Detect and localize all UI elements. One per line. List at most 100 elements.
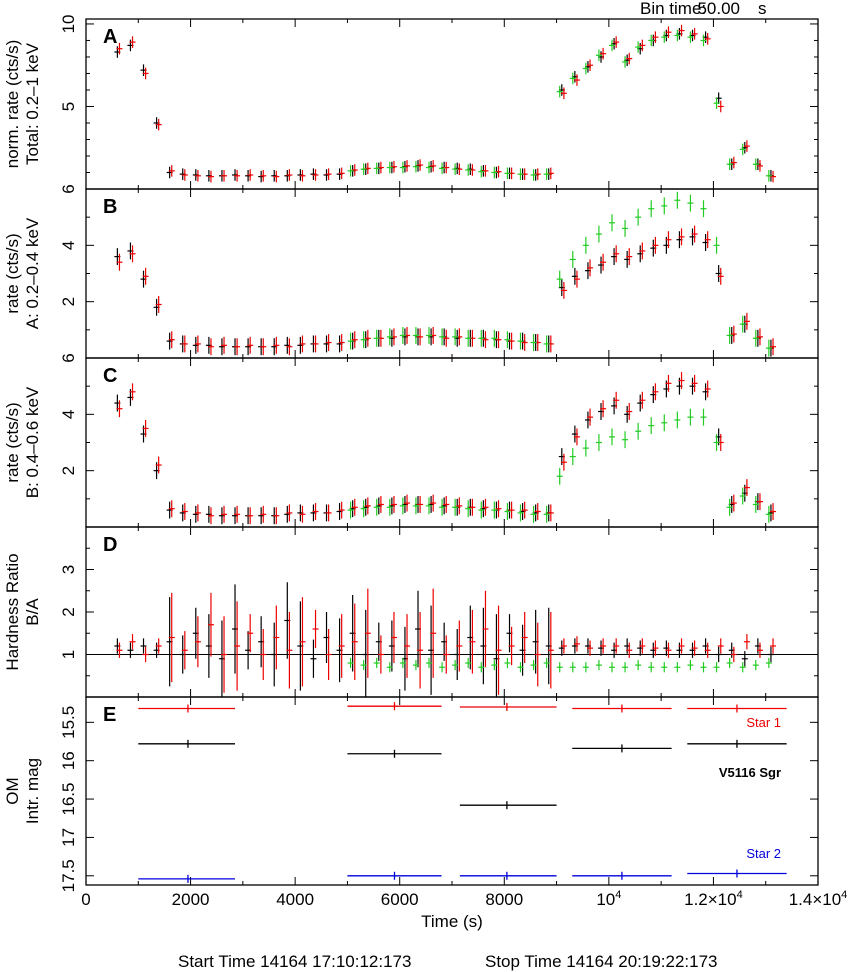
data-point <box>556 270 563 288</box>
y-tick-label: 4 <box>59 410 78 419</box>
data-point <box>181 335 188 353</box>
data-point <box>491 660 498 671</box>
x-tick-exponent: 4 <box>615 889 621 901</box>
data-point <box>765 339 772 357</box>
data-point <box>299 170 306 182</box>
data-point <box>543 168 550 180</box>
data-point <box>752 660 759 671</box>
data-point <box>351 331 358 349</box>
om-point <box>459 801 557 810</box>
data-point <box>600 253 607 271</box>
data-point <box>347 501 354 519</box>
data-point <box>626 52 633 65</box>
data-point <box>726 498 733 516</box>
data-point <box>417 612 424 689</box>
bin-time-label: Bin time: <box>640 0 706 18</box>
data-point <box>713 662 720 673</box>
data-point <box>595 225 602 243</box>
data-point <box>743 479 750 497</box>
data-point <box>569 250 576 268</box>
data-point <box>704 380 711 398</box>
data-point <box>739 143 746 156</box>
data-point <box>770 170 777 183</box>
data-point <box>730 494 737 512</box>
panel-letter: E <box>103 704 116 726</box>
om-point <box>138 739 236 748</box>
data-point <box>478 501 485 519</box>
data-point <box>469 609 476 674</box>
data-point <box>582 62 589 75</box>
data-point <box>181 631 188 670</box>
data-point <box>608 214 615 232</box>
data-point <box>635 208 642 226</box>
data-point <box>312 169 319 181</box>
data-point <box>373 498 380 516</box>
om-point <box>687 739 787 748</box>
data-point <box>482 165 489 177</box>
data-point <box>543 657 550 669</box>
data-point <box>534 503 541 520</box>
data-point <box>425 657 432 669</box>
data-point <box>207 507 214 525</box>
data-point <box>325 504 332 522</box>
data-point <box>155 638 162 654</box>
x-tick-label: 1.4×104 <box>789 889 848 909</box>
y-tick-label: 6 <box>59 353 78 362</box>
data-point <box>116 42 123 55</box>
data-point <box>360 500 367 518</box>
data-point <box>491 329 498 347</box>
data-point <box>482 590 489 668</box>
data-point <box>207 170 214 183</box>
data-point <box>312 503 319 520</box>
data-point <box>417 496 424 513</box>
data-point <box>478 329 485 347</box>
data-point <box>373 162 380 175</box>
om-point <box>138 704 236 713</box>
data-point <box>521 501 528 519</box>
data-point <box>635 41 642 53</box>
om-point <box>572 871 672 880</box>
data-point <box>665 642 672 658</box>
data-point <box>739 487 746 505</box>
data-point <box>443 329 450 347</box>
data-point <box>142 67 149 80</box>
data-point <box>569 662 576 673</box>
data-point <box>622 662 629 673</box>
data-point <box>491 166 498 179</box>
data-point <box>713 97 720 109</box>
om-point <box>572 744 672 753</box>
x-tick-exponent: 4 <box>737 889 743 901</box>
data-point <box>478 662 485 673</box>
data-point <box>312 609 319 649</box>
data-point <box>351 498 358 516</box>
om-point <box>347 871 442 880</box>
data-point <box>129 383 136 401</box>
data-point <box>168 592 175 683</box>
data-point <box>286 169 293 181</box>
om-point <box>459 702 557 711</box>
data-point <box>700 200 707 218</box>
data-point <box>547 167 554 180</box>
data-point <box>286 504 293 522</box>
data-point <box>430 494 437 512</box>
y-tick-label: 4 <box>59 241 78 250</box>
data-point <box>665 374 672 392</box>
data-point <box>730 325 737 343</box>
data-point <box>661 414 668 432</box>
data-point <box>652 236 659 254</box>
data-point <box>569 448 576 466</box>
data-point <box>652 640 659 656</box>
y-axis-label: OM <box>3 777 22 804</box>
data-point <box>390 160 397 173</box>
data-point <box>260 170 267 182</box>
data-point <box>207 338 214 356</box>
data-point <box>364 588 371 678</box>
data-point <box>181 169 188 181</box>
data-point <box>704 231 711 249</box>
data-point <box>739 315 746 333</box>
data-point <box>194 335 201 353</box>
data-point <box>661 662 668 673</box>
panel-letter: C <box>103 365 117 387</box>
